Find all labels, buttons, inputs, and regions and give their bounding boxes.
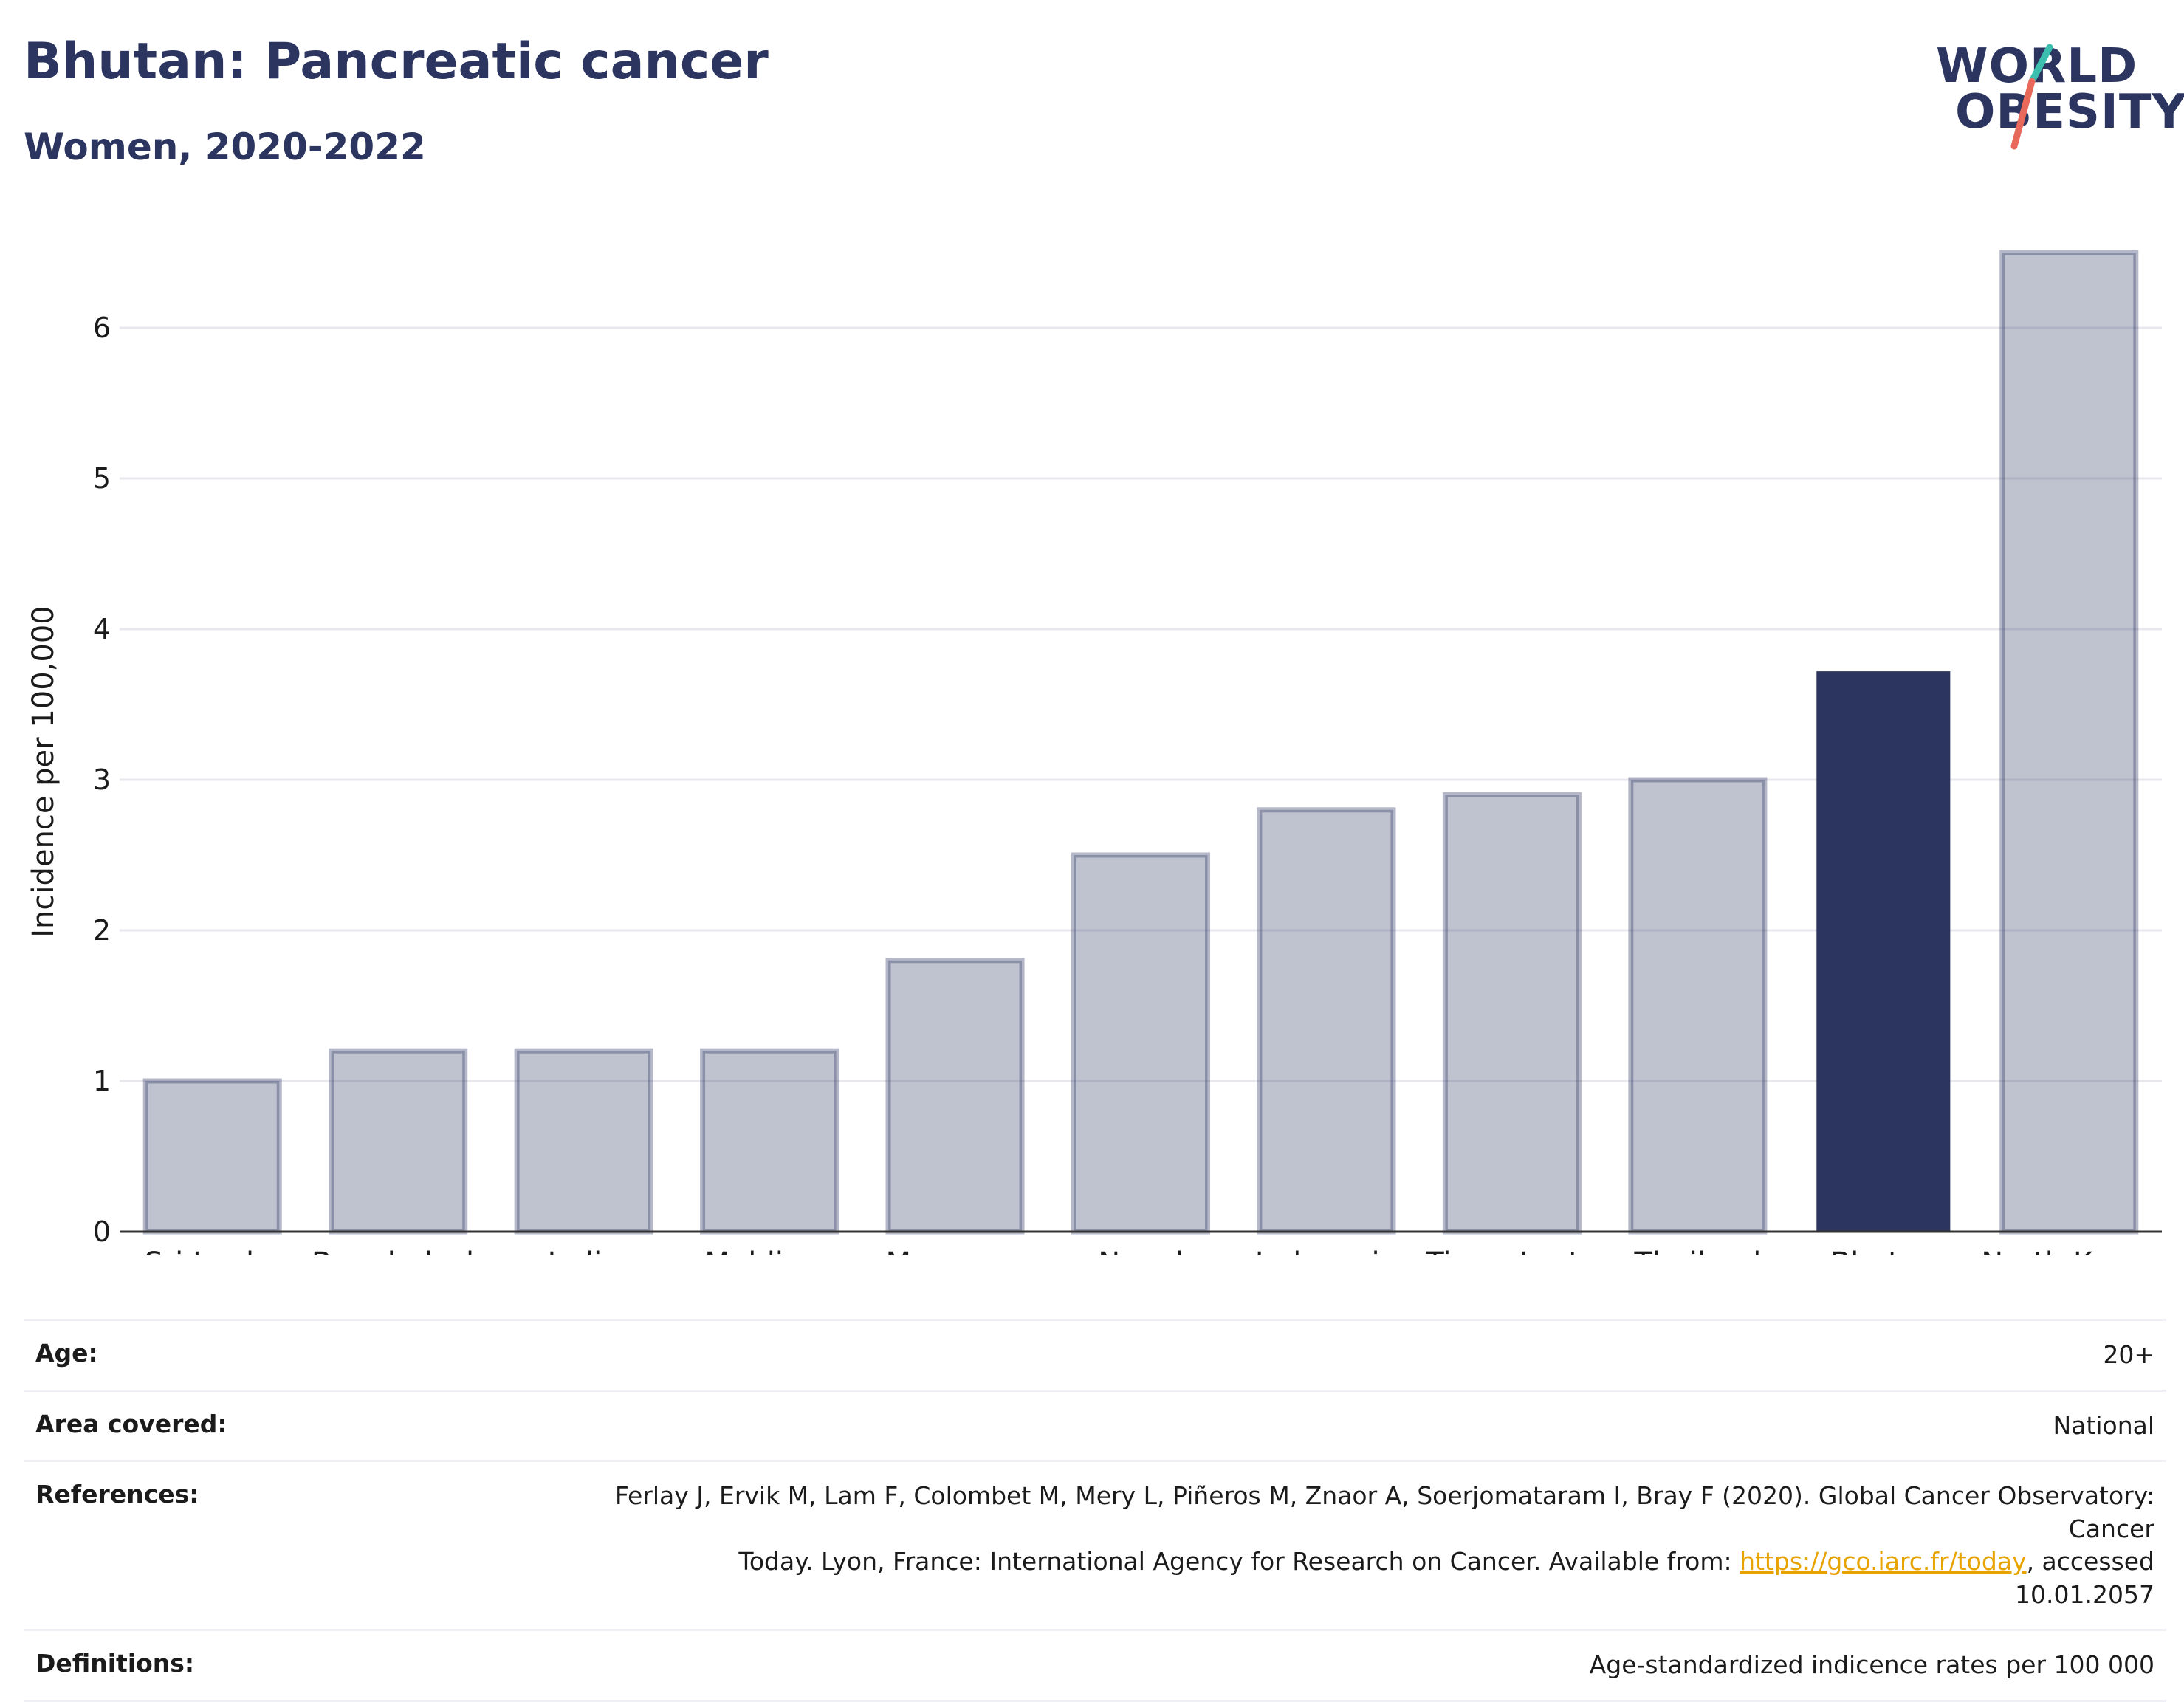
- bar-timor-leste: [1442, 792, 1582, 1235]
- bar-sri-lanka: [142, 1078, 282, 1235]
- bars: [142, 250, 2139, 1235]
- x-tick-label: Bangladesh: [312, 1246, 485, 1255]
- info-row-definitions: Definitions: Age-standardized indicence …: [24, 1629, 2166, 1702]
- references-text-line-1: Ferlay J, Ervik M, Lam F, Colombet M, Me…: [614, 1481, 2154, 1543]
- bar-nepal: [1071, 852, 1211, 1235]
- info-row-area: Area covered: National: [24, 1389, 2166, 1461]
- definitions-label: Definitions:: [35, 1649, 195, 1678]
- x-tick-label: Indonesia: [1255, 1246, 1398, 1255]
- info-row-references: References: Ferlay J, Ervik M, Lam F, Co…: [24, 1460, 2166, 1629]
- bar-maldives: [700, 1048, 839, 1235]
- world-obesity-logo: WORLD OBESITY: [1912, 21, 2184, 154]
- references-link[interactable]: https://gco.iarc.fr/today: [1740, 1547, 2027, 1576]
- bar-north-korea: [1999, 250, 2139, 1235]
- bar-bhutan: [1816, 671, 1951, 1232]
- age-label: Age:: [35, 1339, 98, 1368]
- y-tick-label: 0: [93, 1215, 111, 1248]
- x-tick-label: Sri Lanka: [144, 1246, 281, 1255]
- chart-subtitle: Women, 2020-2022: [24, 126, 426, 168]
- age-value: 20+: [2103, 1340, 2154, 1369]
- x-tick-label: Timor-Leste: [1425, 1246, 1598, 1255]
- info-table: Age: 20+ Area covered: National Referenc…: [24, 1319, 2166, 1702]
- bar-india: [514, 1048, 653, 1235]
- references-accessed: , accessed 10.01.2057: [2015, 1547, 2154, 1609]
- bar-myanmar: [885, 958, 1025, 1235]
- chart-title: Bhutan: Pancreatic cancer: [24, 32, 769, 91]
- logo-slash-icon: [2010, 44, 2053, 150]
- x-tick-label: Nepal: [1098, 1246, 1184, 1255]
- bar-indonesia: [1257, 807, 1396, 1235]
- x-tick-label: North Korea: [1981, 1246, 2157, 1255]
- logo-line-2: OBESITY: [1955, 85, 2184, 140]
- y-axis-label: Incidence per 100,000: [27, 605, 61, 938]
- area-value: National: [2053, 1410, 2154, 1440]
- x-tick-label: Thailand: [1633, 1246, 1761, 1255]
- bar-bangladesh: [329, 1048, 468, 1235]
- y-tick-label: 6: [93, 312, 111, 344]
- x-axis-ticks: Sri Lanka Bangladesh India Maldives Myanmar N…: [144, 1246, 2157, 1255]
- y-tick-label: 5: [93, 462, 111, 495]
- references-text: Today. Lyon, France: International Agenc…: [738, 1547, 1740, 1576]
- bar-thailand: [1628, 777, 1768, 1235]
- y-tick-label: 3: [93, 764, 111, 796]
- y-tick-label: 4: [93, 613, 111, 645]
- references-value: Ferlay J, Ervik M, Lam F, Colombet M, Me…: [604, 1480, 2154, 1611]
- x-tick-label: Maldives: [704, 1246, 834, 1255]
- definitions-value: Age-standardized indicence rates per 100…: [1589, 1650, 2154, 1680]
- x-tick-label: India: [548, 1246, 620, 1255]
- info-row-age: Age: 20+: [24, 1319, 2166, 1390]
- references-label: References:: [35, 1480, 199, 1509]
- y-axis-ticks: 0 1 2 3 4 5 6: [93, 312, 111, 1248]
- area-label: Area covered:: [35, 1409, 227, 1438]
- bar-chart: 0 1 2 3 4 5 6 Sri Lanka Bangladesh India Maldives…: [27, 250, 2162, 1255]
- x-tick-label: Myanmar: [886, 1246, 1026, 1255]
- y-tick-label: 1: [93, 1065, 111, 1097]
- y-tick-label: 2: [93, 914, 111, 947]
- x-tick-label: Bhutan: [1830, 1246, 1937, 1255]
